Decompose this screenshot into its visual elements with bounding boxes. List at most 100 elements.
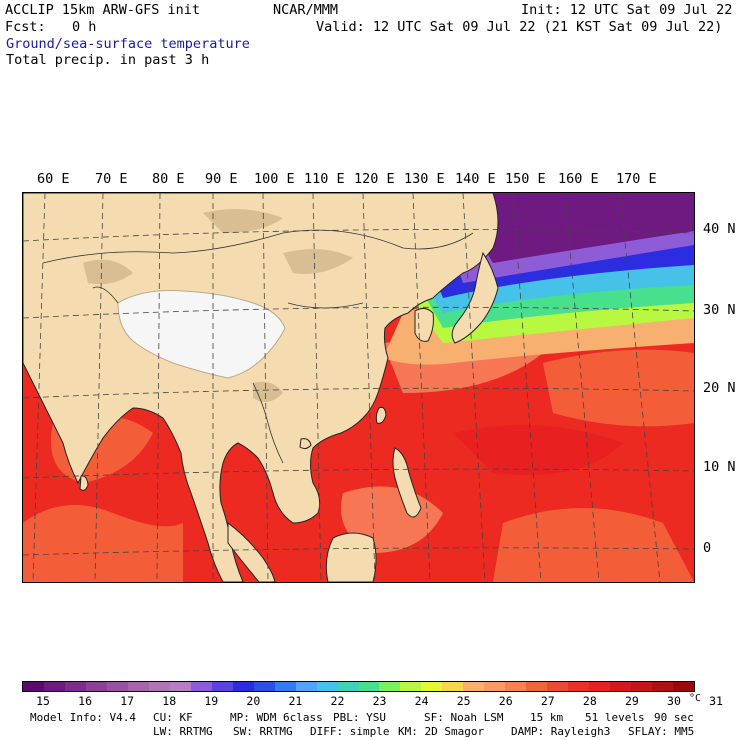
colorbar-swatch — [652, 682, 674, 691]
colorbar-swatch — [169, 682, 191, 691]
footer-sf: SF: Noah LSM — [424, 711, 504, 724]
lon-label: 170 E — [616, 171, 657, 187]
lon-label: 160 E — [558, 171, 599, 187]
land-srilanka — [79, 475, 89, 491]
colorbar-swatch — [23, 682, 44, 691]
footer-sw: SW: RRTMG — [233, 725, 293, 738]
lon-label: 110 E — [304, 171, 345, 187]
colorbar-swatch — [316, 682, 338, 691]
footer-damp: DAMP: Rayleigh3 — [511, 725, 611, 738]
colorbar-tick-label: 23 — [372, 694, 387, 708]
colorbar-tick-label: 31 — [709, 694, 723, 708]
colorbar-swatch — [421, 682, 443, 691]
land-korea — [414, 307, 434, 342]
footer-pbl: PBL: YSU — [333, 711, 386, 724]
colorbar-tick-label: 22 — [330, 694, 345, 708]
land-philippines — [392, 447, 422, 518]
colorbar-swatch — [673, 682, 694, 691]
footer-lw: LW: RRTMG — [153, 725, 213, 738]
fcst-label: Fcst: — [5, 19, 46, 35]
center-label: NCAR/MMM — [273, 2, 339, 18]
lon-label: 70 E — [95, 171, 128, 187]
colorbar-swatch — [631, 682, 653, 691]
colorbar-tick-label: 28 — [582, 694, 597, 708]
lon-label: 120 E — [354, 171, 395, 187]
colorbar-tick-label: 27 — [540, 694, 555, 708]
land-sumatra — [227, 521, 276, 582]
colorbar-tick-label: 18 — [162, 694, 177, 708]
colorbar-unit: °C — [689, 693, 702, 704]
lon-label: 60 E — [37, 171, 70, 187]
map-svg — [23, 193, 694, 582]
colorbar-swatch — [337, 682, 359, 691]
colorbar-swatch — [85, 682, 107, 691]
colorbar-swatch — [589, 682, 611, 691]
lat-label: 0 — [703, 540, 712, 556]
land-borneo — [325, 532, 377, 582]
land-hainan — [299, 438, 312, 450]
lat-label: 20 N — [703, 380, 736, 396]
lat-label: 40 N — [703, 221, 736, 237]
init-time: Init: 12 UTC Sat 09 Jul 22 — [521, 2, 733, 18]
colorbar-swatch — [358, 682, 380, 691]
lat-label: 10 N — [703, 459, 736, 475]
footer-sflay: SFLAY: MM5 — [628, 725, 695, 738]
lon-label: 100 E — [254, 171, 295, 187]
colorbar-swatch — [484, 682, 506, 691]
colorbar-swatch — [400, 682, 422, 691]
colorbar-swatch — [463, 682, 485, 691]
colorbar-tick-label: 19 — [204, 694, 219, 708]
colorbar-swatch — [526, 682, 548, 691]
colorbar-swatch — [610, 682, 632, 691]
colorbar-swatch — [505, 682, 527, 691]
footer-model-info: Model Info: V4.4 — [30, 711, 136, 724]
colorbar-swatch — [232, 682, 254, 691]
footer-levels: 51 levels — [585, 711, 645, 724]
valid-time: Valid: 12 UTC Sat 09 Jul 22 (21 KST Sat … — [316, 19, 723, 35]
colorbar-tick-label: 26 — [498, 694, 513, 708]
colorbar-swatch — [148, 682, 170, 691]
lon-label: 90 E — [205, 171, 238, 187]
land-taiwan — [375, 406, 387, 424]
colorbar-swatch — [64, 682, 86, 691]
colorbar-swatch — [568, 682, 590, 691]
lon-label: 150 E — [505, 171, 546, 187]
colorbar-swatch — [190, 682, 212, 691]
colorbar-swatch — [274, 682, 296, 691]
colorbar-tick-label: 15 — [36, 694, 50, 708]
lon-label: 80 E — [152, 171, 185, 187]
colorbar-tick-label: 17 — [120, 694, 135, 708]
colorbar-swatch — [127, 682, 149, 691]
model-title: ACCLIP 15km ARW-GFS init — [5, 2, 201, 18]
footer-diff: DIFF: simple — [310, 725, 390, 738]
land-asia — [23, 193, 499, 582]
lon-label: 130 E — [404, 171, 445, 187]
colorbar-swatch — [442, 682, 464, 691]
footer-km: KM: 2D Smagor — [398, 725, 485, 738]
field-title-sst: Ground/sea-surface temperature — [6, 36, 250, 52]
colorbar-tick-label: 29 — [624, 694, 639, 708]
field-title-precip: Total precip. in past 3 h — [6, 52, 210, 68]
footer-resolution: 15 km — [530, 711, 564, 724]
colorbar-tick-label: 21 — [288, 694, 303, 708]
footer-cu: CU: KF — [153, 711, 193, 724]
land-japan — [451, 251, 499, 344]
colorbar-tick-label: 20 — [246, 694, 261, 708]
colorbar-swatch — [211, 682, 233, 691]
colorbar-swatch — [379, 682, 401, 691]
colorbar — [22, 681, 695, 692]
fcst-value: 0 h — [72, 19, 97, 35]
graticule — [23, 193, 694, 582]
colorbar-swatch — [547, 682, 569, 691]
tibet-highland — [117, 290, 286, 379]
colorbar-swatch — [253, 682, 275, 691]
lon-label: 140 E — [455, 171, 496, 187]
footer-timestep: 90 sec — [654, 711, 694, 724]
colorbar-tick-label: 30 — [667, 694, 681, 708]
colorbar-swatch — [106, 682, 128, 691]
colorbar-tick-label: 16 — [78, 694, 93, 708]
colorbar-tick-label: 24 — [414, 694, 429, 708]
colorbar-tick-label: 25 — [456, 694, 471, 708]
colorbar-swatch — [43, 682, 65, 691]
map-panel — [22, 192, 695, 583]
